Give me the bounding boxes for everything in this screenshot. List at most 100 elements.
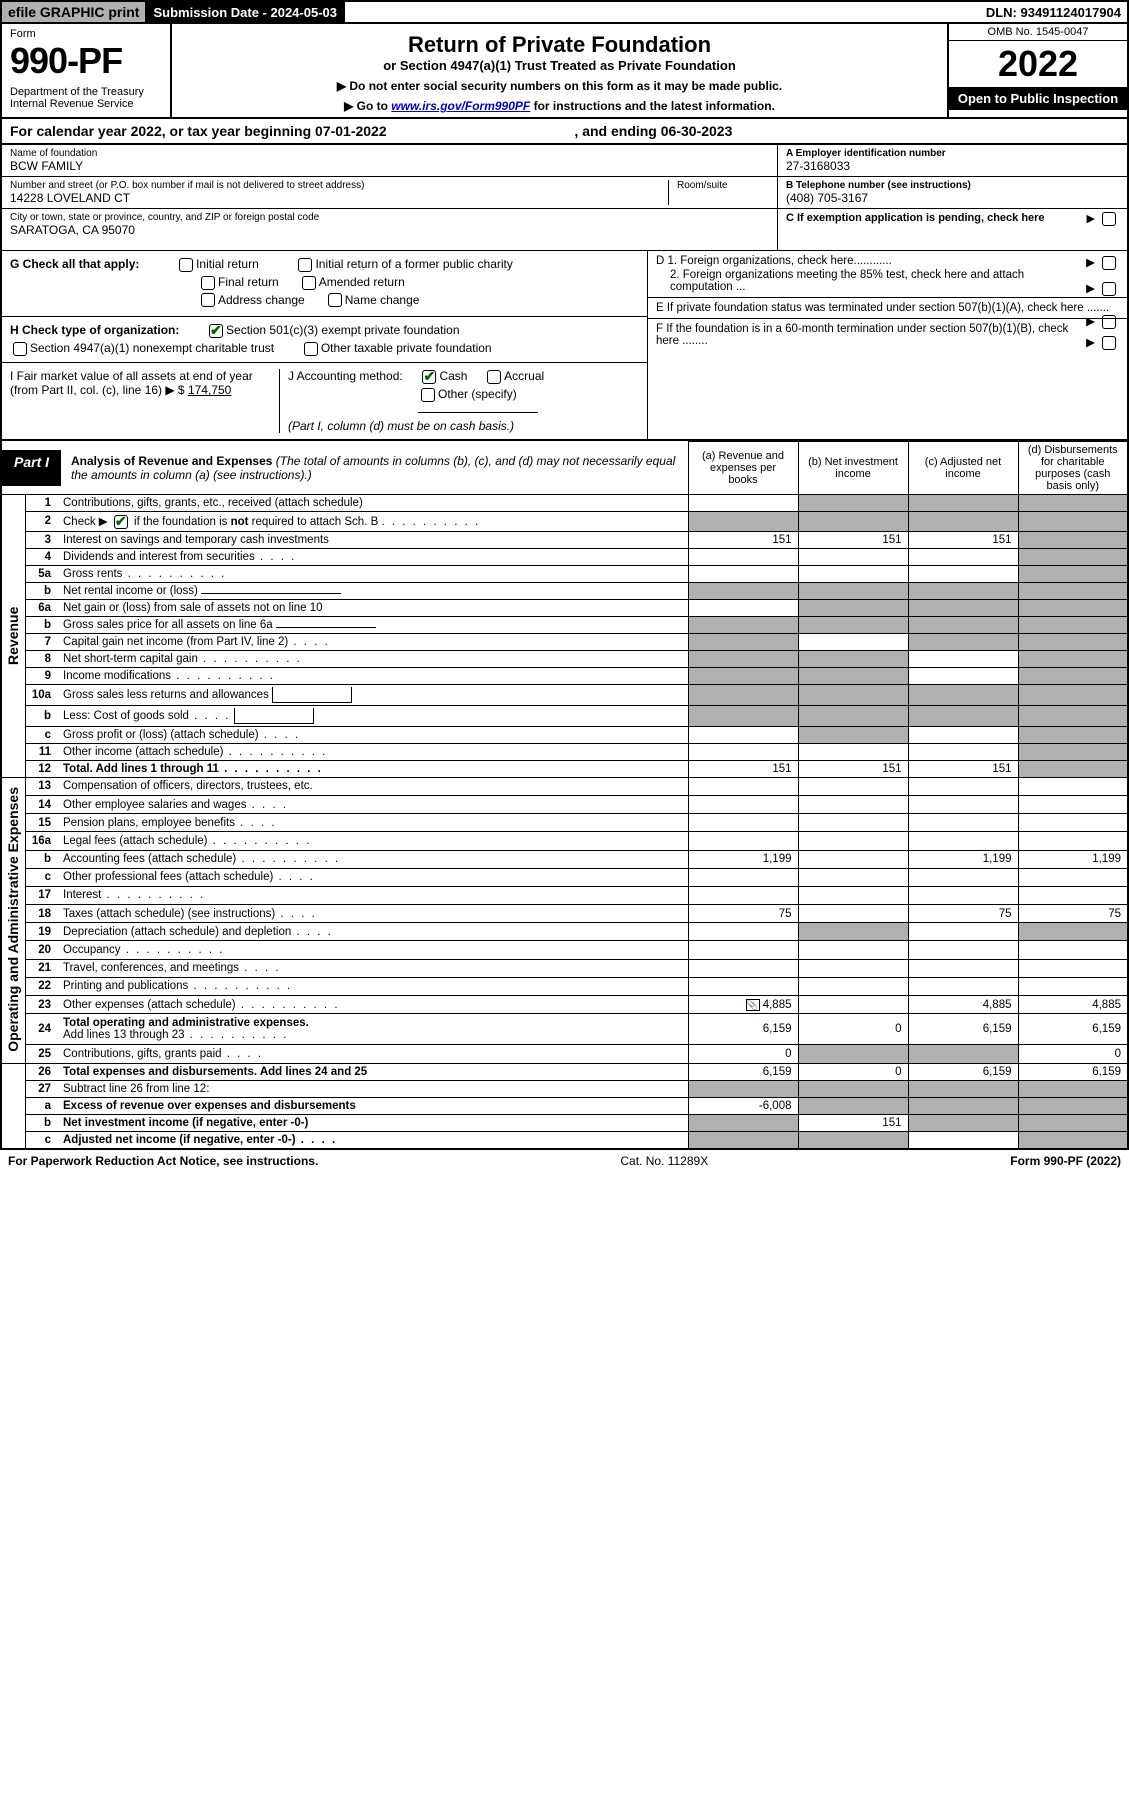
- line-num: 26: [25, 1063, 57, 1080]
- line-num: 11: [25, 743, 57, 760]
- line-label: Printing and publications: [57, 977, 688, 995]
- line-label: Gross sales less returns and allowances: [57, 684, 688, 705]
- cell-value: 1,199: [908, 850, 1018, 868]
- table-row: b Less: Cost of goods sold: [1, 705, 1128, 726]
- checks-left: G Check all that apply: Initial return I…: [2, 251, 647, 439]
- line-num: 8: [25, 650, 57, 667]
- line-num: 6a: [25, 599, 57, 616]
- line-num: 2: [25, 511, 57, 531]
- form-title: Return of Private Foundation: [192, 32, 927, 58]
- f-label: F If the foundation is in a 60-month ter…: [656, 323, 1068, 347]
- table-row: 7 Capital gain net income (from Part IV,…: [1, 633, 1128, 650]
- irs-link[interactable]: www.irs.gov/Form990PF: [391, 99, 530, 113]
- arrow-icon: ▶: [1086, 281, 1095, 295]
- foundation-name-row: Name of foundation BCW FAMILY: [2, 145, 777, 177]
- line-num: 14: [25, 795, 57, 813]
- revenue-section-label: Revenue: [1, 494, 25, 777]
- d1-checkbox[interactable]: [1102, 256, 1116, 270]
- ein-row: A Employer identification number 27-3168…: [778, 145, 1127, 177]
- line-label: Total. Add lines 1 through 11: [57, 760, 688, 777]
- cell-value: 75: [688, 905, 798, 923]
- table-row: b Gross sales price for all assets on li…: [1, 616, 1128, 633]
- j3-label: Other (specify): [438, 387, 517, 401]
- efile-print-button[interactable]: efile GRAPHIC print: [2, 2, 147, 22]
- submission-date: Submission Date - 2024-05-03: [147, 2, 345, 22]
- cash-checkbox[interactable]: [422, 370, 436, 384]
- j-label: J Accounting method:: [288, 369, 403, 383]
- page-footer: For Paperwork Reduction Act Notice, see …: [0, 1150, 1129, 1172]
- open-public-badge: Open to Public Inspection: [949, 87, 1127, 110]
- cell-value: 75: [1018, 905, 1128, 923]
- section-ij: I Fair market value of all assets at end…: [2, 363, 647, 439]
- line-num: 20: [25, 941, 57, 959]
- checks-right: D 1. Foreign organizations, check here..…: [647, 251, 1127, 439]
- section-e: E If private foundation status was termi…: [648, 298, 1127, 319]
- dln-number: DLN: 93491124017904: [980, 2, 1127, 22]
- d2-checkbox[interactable]: [1102, 282, 1116, 296]
- line-num: b: [25, 582, 57, 599]
- calendar-year-row: For calendar year 2022, or tax year begi…: [0, 119, 1129, 145]
- h-label: H Check type of organization:: [10, 323, 179, 337]
- 501c3-checkbox[interactable]: [209, 324, 223, 338]
- cell-value: 151: [908, 531, 1018, 548]
- table-row: 25 Contributions, gifts, grants paid 0 0: [1, 1045, 1128, 1063]
- accrual-checkbox[interactable]: [487, 370, 501, 384]
- schb-checkbox[interactable]: [114, 515, 128, 529]
- g5-label: Address change: [218, 293, 305, 307]
- cell-value: 4,885: [908, 996, 1018, 1014]
- amended-return-checkbox[interactable]: [302, 276, 316, 290]
- f-checkbox[interactable]: [1102, 336, 1116, 350]
- table-row: 10a Gross sales less returns and allowan…: [1, 684, 1128, 705]
- table-row: 5a Gross rents: [1, 565, 1128, 582]
- cell-value: 151: [908, 760, 1018, 777]
- other-method-checkbox[interactable]: [421, 388, 435, 402]
- line-num: 7: [25, 633, 57, 650]
- line-label: Net gain or (loss) from sale of assets n…: [57, 599, 688, 616]
- name-change-checkbox[interactable]: [328, 293, 342, 307]
- l2-pre: Check ▶: [63, 516, 108, 528]
- d2-label: 2. Foreign organizations meeting the 85%…: [670, 269, 1024, 293]
- table-row: 8 Net short-term capital gain: [1, 650, 1128, 667]
- name-label: Name of foundation: [10, 148, 769, 159]
- line-num: 25: [25, 1045, 57, 1063]
- h3-label: Other taxable private foundation: [321, 341, 492, 355]
- table-row: 3 Interest on savings and temporary cash…: [1, 531, 1128, 548]
- j-note: (Part I, column (d) must be on cash basi…: [288, 419, 639, 433]
- line-label: Net investment income (if negative, ente…: [57, 1114, 688, 1131]
- line-label: Gross sales price for all assets on line…: [57, 616, 688, 633]
- 4947a1-checkbox[interactable]: [13, 342, 27, 356]
- arrow-icon: ▶: [1086, 335, 1095, 349]
- address-change-checkbox[interactable]: [201, 293, 215, 307]
- line-num: 27: [25, 1080, 57, 1097]
- cell-value: 1,199: [1018, 850, 1128, 868]
- opex-section-label: Operating and Administrative Expenses: [1, 777, 25, 1063]
- cell-value: 6,159: [908, 1063, 1018, 1080]
- g1-label: Initial return: [196, 257, 259, 271]
- line-label: Contributions, gifts, grants paid: [57, 1045, 688, 1063]
- other-taxable-checkbox[interactable]: [304, 342, 318, 356]
- table-row: 22 Printing and publications: [1, 977, 1128, 995]
- cell-value: -6,008: [688, 1097, 798, 1114]
- info-left: Name of foundation BCW FAMILY Number and…: [2, 145, 777, 251]
- line-num: 15: [25, 814, 57, 832]
- cell-value: 1,199: [688, 850, 798, 868]
- col-b-header: (b) Net investment income: [798, 441, 908, 494]
- exemption-checkbox[interactable]: [1102, 212, 1116, 226]
- attachment-icon[interactable]: 📎: [746, 999, 760, 1011]
- line-label: Other professional fees (attach schedule…: [57, 868, 688, 886]
- line-label: Legal fees (attach schedule): [57, 832, 688, 850]
- initial-return-checkbox[interactable]: [179, 258, 193, 272]
- section-h: H Check type of organization: Section 50…: [2, 317, 647, 363]
- line-label: Capital gain net income (from Part IV, l…: [57, 633, 688, 650]
- initial-return-former-checkbox[interactable]: [298, 258, 312, 272]
- final-return-checkbox[interactable]: [201, 276, 215, 290]
- table-row: a Excess of revenue over expenses and di…: [1, 1097, 1128, 1114]
- line-label: Gross profit or (loss) (attach schedule): [57, 726, 688, 743]
- line-label: Taxes (attach schedule) (see instruction…: [57, 905, 688, 923]
- line-label: Check ▶ if the foundation is not require…: [57, 511, 688, 531]
- line-label: Occupancy: [57, 941, 688, 959]
- table-row: 12 Total. Add lines 1 through 11 151 151…: [1, 760, 1128, 777]
- table-row: 26 Total expenses and disbursements. Add…: [1, 1063, 1128, 1080]
- line-num: 16a: [25, 832, 57, 850]
- table-row: 21 Travel, conferences, and meetings: [1, 959, 1128, 977]
